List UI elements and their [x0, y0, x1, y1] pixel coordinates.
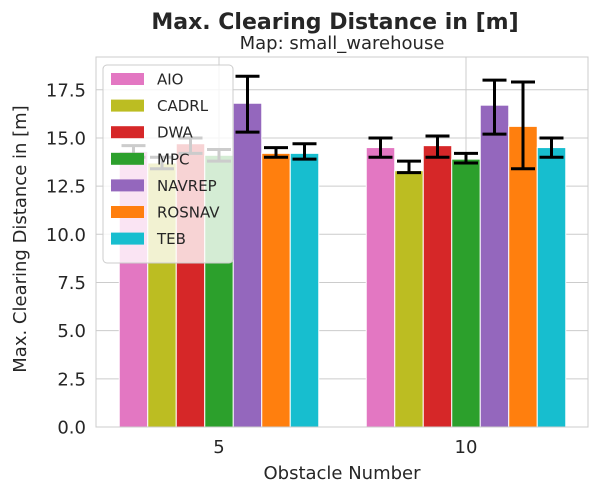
y-tick-label: 0.0 [57, 418, 86, 439]
bar-dwa-10 [422, 145, 453, 428]
x-axis-label: Obstacle Number [263, 463, 421, 484]
legend: AIO CADRL DWA MPC NAVREP ROSNAV TEB [102, 64, 234, 264]
x-tick-label: 10 [455, 437, 478, 458]
y-tick-label: 10.0 [46, 225, 86, 246]
legend-label-teb: TEB [156, 230, 186, 248]
legend-swatch-aio [111, 73, 144, 85]
legend-swatch-cadrl [111, 99, 144, 112]
bar-rosnav-5 [261, 152, 291, 428]
legend-swatch-dwa [111, 126, 144, 139]
y-tick-label: 2.5 [57, 369, 86, 390]
legend-swatch-navrep [111, 179, 144, 192]
bar-rosnav-10 [508, 125, 538, 428]
bar-navrep-10 [479, 104, 510, 428]
legend-label-rosnav: ROSNAV [157, 204, 220, 222]
chart-title: Max. Clearing Distance in [m] [151, 10, 518, 35]
legend-swatch-rosnav [111, 206, 144, 218]
legend-swatch-teb [111, 232, 144, 245]
x-tick-label: 5 [213, 437, 224, 458]
legend-label-mpc: MPC [157, 150, 189, 168]
y-tick-label: 7.5 [57, 273, 86, 294]
bar-mpc-10 [451, 158, 481, 428]
y-axis-label: Max. Clearing Distance in [m] [10, 105, 31, 372]
axes: 0.0 2.5 5.0 7.5 10.0 12.5 15.0 17.5 5 10 [46, 56, 589, 458]
chart-subtitle: Map: small_warehouse [240, 33, 445, 54]
y-tick-label: 5.0 [57, 321, 86, 342]
legend-label-navrep: NAVREP [157, 177, 217, 195]
plot-frame [95, 56, 589, 428]
y-tick-label: 15.0 [46, 128, 86, 149]
bar-teb-5 [289, 152, 320, 428]
bar-cadrl-10 [394, 170, 424, 428]
legend-swatch-mpc [111, 152, 144, 165]
bar-navrep-5 [232, 102, 263, 428]
bar-teb-10 [536, 147, 567, 428]
legend-label-dwa: DWA [157, 124, 194, 142]
bar-aio-10 [365, 147, 396, 428]
y-tick-label: 12.5 [46, 177, 86, 198]
legend-label-aio: AIO [157, 71, 184, 89]
y-tick-label: 17.5 [46, 80, 86, 101]
legend-label-cadrl: CADRL [157, 97, 209, 115]
